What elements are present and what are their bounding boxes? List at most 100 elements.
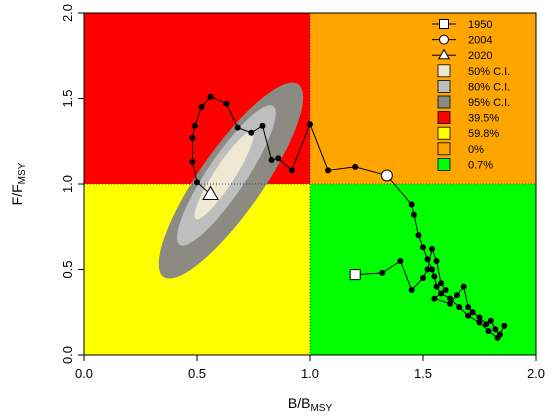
trajectory-point <box>447 300 454 307</box>
trajectory-point <box>456 304 463 311</box>
trajectory-point <box>352 163 359 170</box>
trajectory-point <box>194 179 200 186</box>
legend-label: 0.7% <box>468 159 493 171</box>
trajectory-point <box>415 232 422 239</box>
legend-item: 39.5% <box>437 111 499 125</box>
legend-circle-icon <box>439 34 449 45</box>
y-tick-label: 1.5 <box>60 89 75 107</box>
trajectory-point <box>494 334 501 341</box>
marker-1950 <box>349 269 361 281</box>
legend-label: 2020 <box>468 50 492 62</box>
y-tick-label: 0.5 <box>60 260 75 278</box>
legend-swatch <box>437 157 451 171</box>
legend-item: 0.7% <box>437 157 493 171</box>
y-axis-title: F/FMSY <box>9 162 28 205</box>
y-axis-title-main: F/F <box>9 184 25 205</box>
y-axis-title-sub: MSY <box>17 162 28 184</box>
trajectory-point <box>424 256 431 263</box>
trajectory-point <box>275 155 282 162</box>
trajectory-point <box>288 167 295 174</box>
trajectory-point <box>483 321 490 328</box>
trajectory-point <box>431 295 438 302</box>
legend-swatch <box>437 126 451 140</box>
legend-swatch <box>437 111 451 124</box>
trajectory-point <box>420 275 426 282</box>
trajectory-point <box>189 134 196 141</box>
x-tick-label: 1.5 <box>414 366 432 381</box>
x-tick-label: 1.0 <box>301 366 319 381</box>
legend-label: 50% C.I. <box>468 66 510 78</box>
legend-swatch <box>437 64 451 78</box>
x-tick-label: 0.0 <box>75 366 93 381</box>
trajectory-point <box>453 292 460 299</box>
trajectory-point <box>476 319 483 326</box>
legend-triangle-icon <box>437 48 451 60</box>
legend-label: 1950 <box>468 19 492 31</box>
trajectory-point <box>460 283 467 290</box>
trajectory-point <box>223 100 230 107</box>
legend: 1950 2004 2020 50% C.I. 80% C.I. 95% C.I. 39.5… <box>432 19 510 171</box>
trajectory-point <box>259 122 266 129</box>
trajectory-point <box>408 287 415 294</box>
y-tick-label: 2.0 <box>60 4 75 22</box>
trajectory-point <box>485 328 492 335</box>
legend-label: 59.8% <box>468 128 499 140</box>
legend-swatch <box>437 95 451 109</box>
trajectory-point <box>438 280 445 287</box>
trajectory-point <box>429 245 436 252</box>
trajectory-point <box>438 290 445 297</box>
trajectory-point <box>397 257 404 264</box>
legend-label: 80% C.I. <box>468 81 510 93</box>
trajectory-point <box>248 129 255 136</box>
x-axis-title-main: B/B <box>288 395 311 411</box>
legend-item: 59.8% <box>437 126 499 140</box>
y-axis: 0.0 0.5 1.0 1.5 2.0 <box>60 4 84 364</box>
trajectory-point <box>408 201 415 208</box>
x-axis-title-sub: MSY <box>310 403 332 414</box>
marker-2004 <box>380 169 393 182</box>
trajectory-point <box>410 211 417 218</box>
trajectory-point <box>379 269 386 276</box>
trajectory-point <box>268 157 275 164</box>
legend-label: 39.5% <box>468 113 499 125</box>
x-axis-title: B/BMSY <box>288 395 333 414</box>
trajectory-point <box>325 167 332 174</box>
marker-2020 <box>202 185 219 200</box>
year-markers <box>202 169 393 281</box>
x-axis: 0.0 0.5 1.0 1.5 2.0 <box>75 355 545 381</box>
trajectory-point <box>189 158 196 165</box>
x-tick-label: 2.0 <box>527 366 545 381</box>
trajectory-point <box>447 295 454 302</box>
legend-label: 95% C.I. <box>468 97 510 109</box>
legend-item: 2020 <box>432 48 492 62</box>
trajectory-point <box>198 104 205 111</box>
trajectory-point <box>465 304 472 311</box>
trajectory-point <box>207 93 214 100</box>
x-tick-label: 0.5 <box>188 366 206 381</box>
legend-item: 2004 <box>432 34 492 47</box>
trajectory-point <box>424 266 431 273</box>
quadrant-overfishing-only <box>310 13 536 184</box>
legend-square-icon <box>439 19 449 29</box>
y-tick-label: 1.0 <box>60 175 75 193</box>
trajectory-point <box>431 273 438 280</box>
trajectory-point <box>429 266 436 273</box>
trajectory <box>189 93 508 341</box>
legend-swatch <box>437 142 451 156</box>
legend-item: 95% C.I. <box>437 95 510 109</box>
trajectory-point <box>487 317 494 324</box>
quadrant-backgrounds <box>84 13 536 355</box>
legend-item: 1950 <box>432 19 492 31</box>
trajectory-point <box>191 122 198 129</box>
trajectory-point <box>433 283 440 290</box>
trajectory-point <box>476 314 483 321</box>
trajectory-point <box>469 309 476 316</box>
reference-lines <box>84 13 536 355</box>
trajectory-point <box>420 244 426 251</box>
trajectory-point <box>492 326 499 333</box>
trajectory-point <box>234 124 241 131</box>
trajectory-point <box>442 287 449 294</box>
legend-item: 50% C.I. <box>437 64 510 78</box>
trajectory-point <box>501 322 508 329</box>
